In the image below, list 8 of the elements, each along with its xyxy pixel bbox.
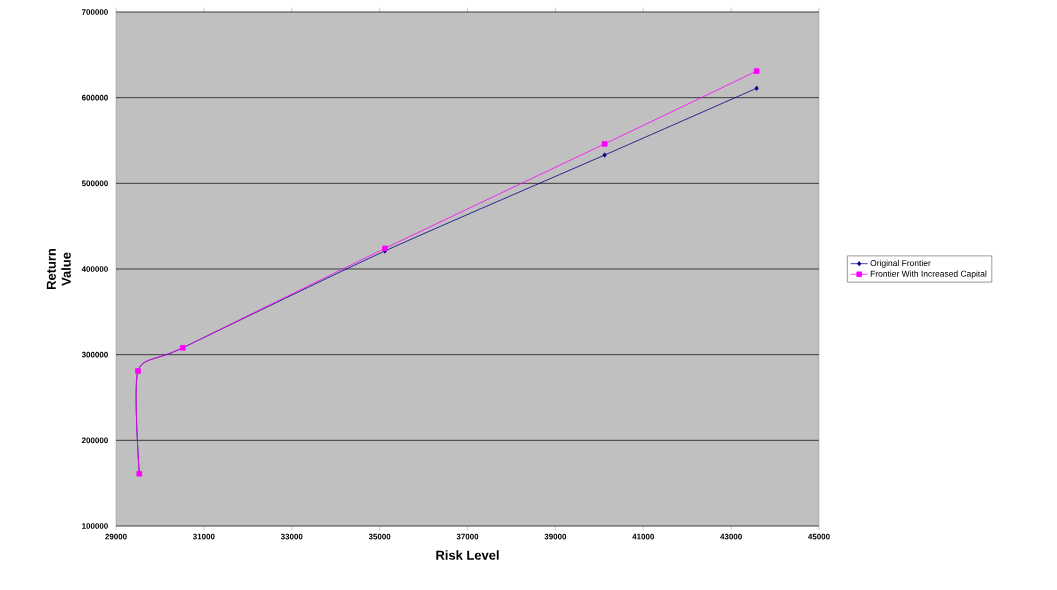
legend-label: Frontier With Increased Capital <box>870 270 987 279</box>
point <box>601 141 608 147</box>
point <box>754 85 759 91</box>
point <box>602 152 607 158</box>
legend-label: Original Frontier <box>870 259 931 268</box>
x-axis-title: Risk Level <box>436 550 499 560</box>
point <box>753 68 760 74</box>
y-axis-title: Return Value <box>46 248 71 289</box>
